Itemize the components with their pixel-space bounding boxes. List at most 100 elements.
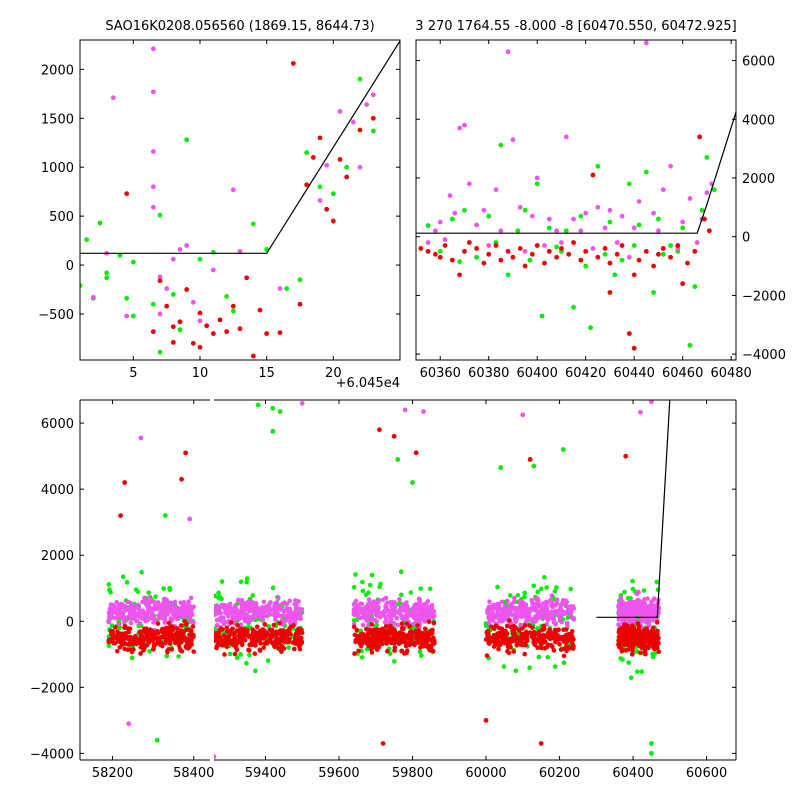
bottom-point-pink	[188, 609, 194, 615]
top-left-point-green	[197, 256, 203, 262]
bottom-point-green	[250, 593, 256, 598]
bottom-point-pink	[191, 620, 196, 625]
top-right-point-pink	[522, 248, 528, 254]
bottom-point-red	[246, 633, 252, 639]
bottom-point-pink	[287, 598, 292, 604]
bottom-point-red	[166, 646, 171, 652]
top-right-point-green	[457, 259, 463, 265]
top-left-point-red	[357, 127, 363, 133]
top-left-point-red	[197, 310, 203, 316]
top-right-point-pink	[442, 237, 448, 243]
bottom-point-pink	[214, 604, 219, 609]
bottom-point-pink	[508, 606, 514, 611]
bottom-point-red	[244, 627, 250, 633]
bottom-point-red	[232, 637, 238, 642]
bottom-point-green	[552, 588, 558, 594]
bottom-point-pink	[388, 618, 393, 623]
bottom-point-pink	[518, 622, 523, 628]
bottom-point-red	[639, 645, 645, 651]
top-left-point-red	[237, 326, 243, 332]
bottom-point-pink	[168, 606, 174, 611]
bottom-point-pink	[275, 595, 281, 600]
bottom-point-red	[643, 634, 649, 640]
bottom-point-green	[161, 586, 166, 591]
top-left-point-pink	[364, 102, 370, 107]
top-right-point-pink	[498, 228, 504, 234]
bottom-point-red	[186, 627, 192, 633]
bottom-point-red	[429, 647, 434, 653]
bottom-point-pink	[268, 600, 273, 605]
bottom-outlier-green	[255, 402, 261, 408]
bottom-point-red	[404, 648, 410, 654]
top-right-point-red	[607, 260, 613, 266]
top-left-point-red	[257, 307, 263, 313]
bottom-point-pink	[214, 611, 220, 616]
bottom-point-pink	[232, 605, 238, 610]
top-right-point-green	[546, 225, 552, 231]
bottom-point-red	[553, 639, 558, 645]
top-right-point-pink	[505, 49, 511, 55]
bottom-point-red	[629, 652, 635, 657]
top-left-point-pink	[337, 109, 343, 114]
bottom-point-pink	[351, 608, 357, 614]
bottom-point-pink	[109, 614, 115, 620]
bottom-point-green	[216, 590, 221, 596]
bottom-point-red	[113, 625, 118, 630]
bottom-point-red	[399, 625, 405, 631]
top-left-point-green	[224, 293, 230, 299]
top-right-model-line	[416, 112, 736, 234]
top-right-point-red	[578, 257, 584, 263]
bottom-point-red	[163, 631, 169, 637]
bottom-point-red	[496, 646, 501, 652]
bottom-point-pink	[298, 613, 303, 619]
bottom-point-red	[189, 642, 194, 647]
bottom-point-red	[489, 624, 494, 629]
bottom-point-green	[353, 572, 358, 577]
bottom-point-green	[147, 649, 152, 654]
bottom-point-red	[650, 644, 656, 650]
bottom-point-red	[421, 635, 426, 640]
bottom-point-red	[523, 642, 528, 648]
bottom-point-red	[409, 637, 414, 642]
bottom-point-red	[286, 628, 292, 633]
bottom-point-pink	[549, 593, 555, 598]
bottom-point-red	[426, 643, 432, 649]
top-left-points	[80, 40, 400, 359]
bottom-point-green	[247, 652, 252, 658]
top-right-point-green	[486, 213, 492, 219]
bottom-point-red	[293, 639, 299, 644]
bottom-point-red	[562, 646, 567, 652]
top-left-ytick-label: 1000	[41, 161, 74, 176]
bottom-point-red	[383, 624, 389, 629]
bottom-segment-0: 58200 58400 −4000 −2000 0 2000 4000 6000	[30, 399, 214, 781]
bottom-point-red	[225, 629, 230, 634]
bottom-point-pink	[219, 602, 225, 608]
bottom-outlier-red	[380, 741, 386, 746]
top-right-title: 3 270 1764.55 -8.000 -8 [60470.550, 6047…	[415, 19, 736, 34]
bottom-outlier-red	[118, 513, 124, 518]
bottom-point-green	[351, 584, 357, 590]
top-right-point-pink	[425, 240, 431, 245]
bottom-point-red	[257, 648, 263, 653]
top-right-ytick-label: 2000	[742, 172, 775, 187]
bottom-outlier-pink	[299, 400, 305, 406]
bottom-outlier-red	[483, 717, 489, 723]
bottom-point-red	[224, 636, 230, 641]
top-right-point-red	[554, 254, 560, 260]
bottom-point-pink	[296, 599, 301, 604]
bottom-outlier-pink	[649, 400, 654, 405]
bottom-point-pink	[251, 606, 256, 612]
bottom-point-pink	[110, 606, 116, 612]
bottom-point-green	[238, 652, 243, 657]
top-right-point-pink	[452, 210, 458, 216]
top-right-xtick-label: 60440	[614, 366, 655, 381]
bottom-point-red	[557, 634, 562, 640]
bottom-point-red	[636, 624, 642, 629]
top-left-point-red	[324, 206, 330, 212]
bottom-point-red	[557, 641, 562, 647]
bottom-point-pink	[564, 599, 570, 605]
bottom-point-red	[285, 632, 291, 638]
bottom-point-pink	[159, 602, 165, 608]
bottom-point-pink	[228, 607, 234, 613]
bottom-point-green	[630, 586, 636, 592]
